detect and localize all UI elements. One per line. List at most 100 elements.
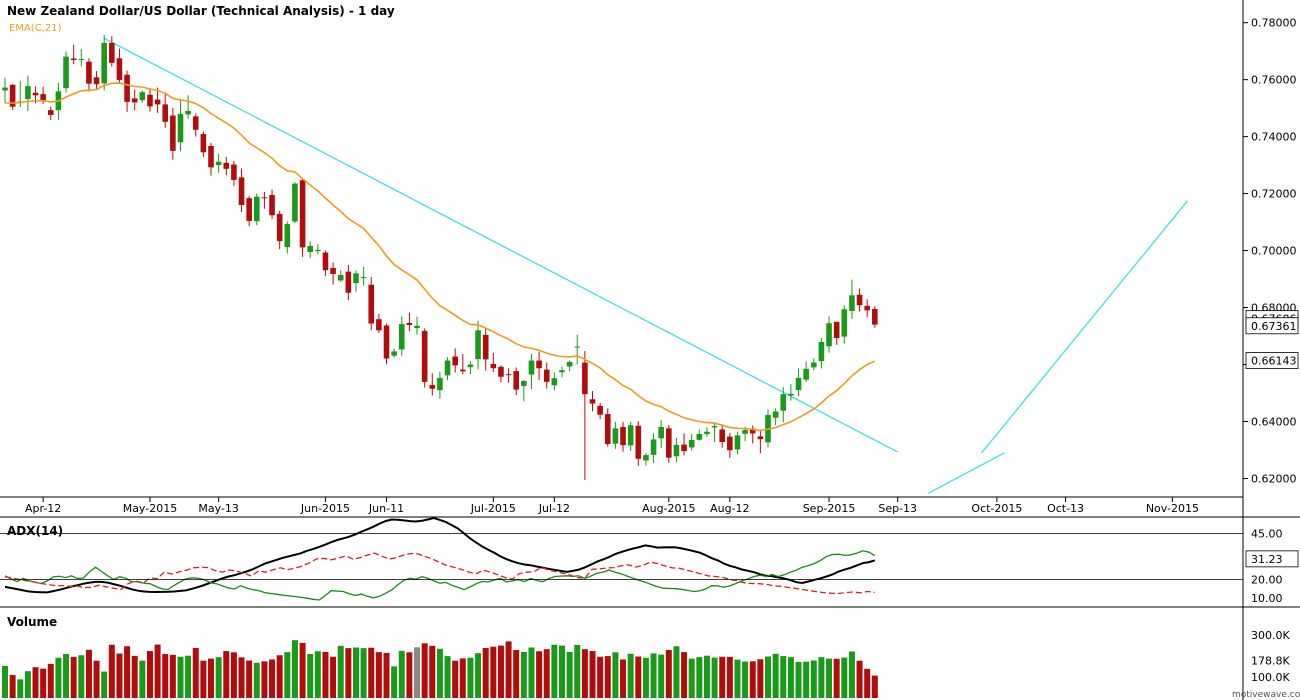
candle-body	[86, 61, 92, 84]
candle-body	[650, 439, 657, 455]
candle-body	[93, 77, 100, 85]
volume-bar	[772, 653, 779, 698]
candle-body	[597, 405, 603, 415]
candle-body	[604, 414, 611, 445]
candle	[276, 210, 283, 250]
candle	[734, 431, 741, 455]
x-tick-label: Jul-12	[538, 502, 570, 515]
volume-bar	[627, 653, 634, 698]
candle	[612, 421, 619, 449]
x-tick-label: Sep-2015	[803, 502, 856, 515]
volume-bar	[612, 652, 619, 698]
candle	[208, 142, 214, 176]
candle-body	[856, 294, 863, 306]
candle-body	[574, 346, 581, 348]
volume-bar	[200, 660, 207, 698]
candle-body	[376, 319, 382, 331]
candle	[780, 387, 787, 423]
candle	[307, 241, 313, 258]
candle-body	[276, 213, 283, 242]
volume-bar	[719, 656, 726, 698]
candle	[658, 420, 664, 448]
candle-body	[681, 444, 687, 452]
volume-bar	[391, 666, 398, 698]
candle	[803, 361, 809, 382]
price-marker-label: 0.67361	[1251, 320, 1297, 333]
candle	[200, 131, 207, 158]
candle-body	[498, 366, 504, 377]
volume-bar	[620, 659, 627, 698]
volume-bar	[558, 645, 565, 698]
candle	[337, 270, 344, 283]
candle	[643, 453, 649, 466]
volume-bar	[124, 646, 131, 698]
y-tick-label: 0.74000	[1251, 131, 1297, 144]
volume-bar	[215, 657, 222, 698]
candle-body	[772, 411, 779, 418]
candle	[589, 391, 596, 412]
candle	[154, 87, 161, 113]
candle	[543, 362, 550, 389]
candle	[86, 58, 92, 92]
candle-body	[47, 110, 54, 115]
candle-body	[246, 198, 252, 221]
candle-body	[437, 377, 443, 391]
candle	[429, 373, 436, 396]
candle	[376, 313, 382, 333]
volume-bar	[551, 644, 558, 698]
volume-bar	[444, 656, 451, 698]
candle	[452, 348, 458, 373]
volume-bar	[475, 653, 482, 698]
volume-bar	[780, 656, 787, 698]
candle	[353, 270, 359, 292]
candle-body	[63, 56, 69, 89]
candle-body	[223, 162, 230, 169]
y-tick-label: 0.76000	[1251, 74, 1297, 87]
y-tick-label: 0.70000	[1251, 245, 1297, 258]
candle-body	[719, 429, 726, 443]
x-tick-label: Jun-11	[368, 502, 404, 515]
x-tick-label: Oct-2015	[971, 502, 1022, 515]
volume-bar	[833, 658, 840, 698]
candle-body	[2, 87, 8, 91]
volume-bar	[368, 647, 375, 698]
candle	[490, 352, 497, 372]
volume-bar	[650, 653, 657, 698]
candle-body	[528, 360, 535, 375]
candle-body	[521, 381, 527, 386]
volume-bar	[421, 643, 428, 698]
candle	[482, 328, 489, 371]
volume-bar	[826, 658, 833, 698]
candle-body	[780, 394, 787, 411]
trendline	[927, 452, 1005, 494]
volume-bar	[856, 660, 863, 698]
volume-bar	[284, 652, 291, 698]
candle-body	[452, 356, 458, 366]
candle-body	[9, 84, 16, 107]
volume-bar	[345, 648, 352, 698]
volume-bar	[665, 650, 672, 698]
candle-body	[826, 323, 832, 347]
candle-body	[643, 455, 649, 461]
trendlines	[103, 37, 1189, 494]
volume-bar	[520, 651, 527, 698]
candle	[864, 299, 870, 318]
candle-body	[32, 92, 39, 96]
candle-body	[315, 250, 321, 251]
y-tick-label: 0.78000	[1251, 17, 1297, 30]
candle	[101, 34, 107, 91]
volume-bar	[383, 652, 390, 698]
candle	[582, 351, 588, 480]
candle	[597, 402, 603, 420]
candle-body	[70, 58, 77, 60]
candle	[170, 107, 176, 160]
volume-bar	[146, 651, 153, 698]
x-tick-label: Nov-2015	[1146, 502, 1199, 515]
volume-bar	[322, 651, 329, 698]
candle	[139, 90, 146, 103]
candle-body	[154, 99, 161, 105]
candle	[406, 312, 413, 332]
candle	[475, 320, 481, 370]
candle	[650, 433, 657, 463]
candle	[604, 408, 611, 447]
